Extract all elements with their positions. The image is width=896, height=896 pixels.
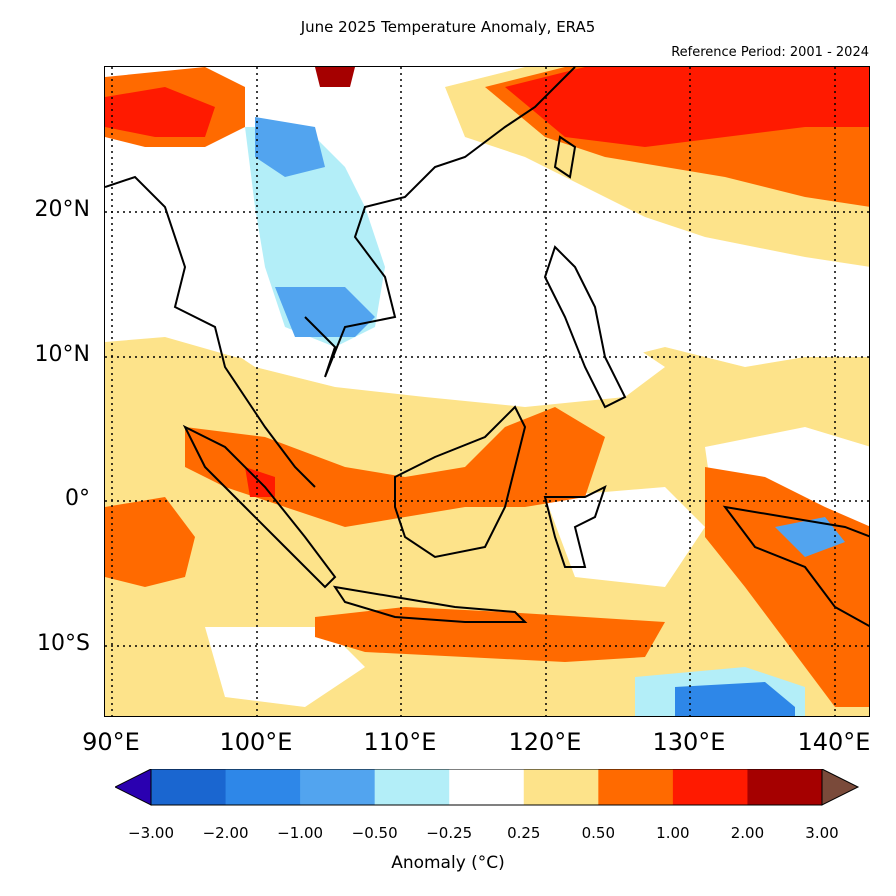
mid-blue-indochina xyxy=(275,287,375,337)
orange-indian-ocean xyxy=(105,497,195,587)
anomaly-map xyxy=(105,67,869,716)
colorbar-cell xyxy=(449,769,525,805)
lon-label-100e: 100°E xyxy=(219,728,293,756)
blue-southeast xyxy=(675,682,795,716)
colorbar-tick-label: 1.00 xyxy=(656,824,690,842)
dark-red-cell xyxy=(315,67,355,87)
orange-java-south xyxy=(315,607,665,662)
colorbar-tick-label: −3.00 xyxy=(128,824,174,842)
colorbar-tick-label: −1.00 xyxy=(277,824,324,842)
colorbar-over-arrow xyxy=(821,769,860,806)
red-north-east xyxy=(505,67,869,147)
borneo-coast xyxy=(394,405,527,559)
colorbar-tick-label: 0.50 xyxy=(581,824,616,842)
colorbar xyxy=(115,769,860,806)
colorbar-tick-label: 2.00 xyxy=(730,824,765,842)
lon-label-120e: 120°E xyxy=(508,728,582,756)
colorbar-border xyxy=(150,769,823,806)
lat-label-20n: 20°N xyxy=(34,197,90,222)
red-north-west xyxy=(105,87,215,137)
colorbar-cell xyxy=(151,769,227,805)
colorbar-tick-label: 0.25 xyxy=(507,824,541,842)
lon-label-110e: 110°E xyxy=(363,728,437,756)
anomaly-field xyxy=(105,67,869,716)
white-sulawesi-sea xyxy=(545,487,705,587)
sumatra-coast xyxy=(182,424,337,589)
philippines-coast xyxy=(543,245,627,409)
orange-sumatra-band xyxy=(185,407,605,527)
lat-label-equator: 0° xyxy=(65,486,90,511)
gridlines xyxy=(105,67,869,716)
colorbar-tick-label: −2.00 xyxy=(202,824,249,842)
lon-label-130e: 130°E xyxy=(652,728,726,756)
taiwan-coast xyxy=(553,135,577,179)
lon-label-140e: 140°E xyxy=(797,728,871,756)
colorbar-cell xyxy=(523,769,599,805)
colorbar-cell xyxy=(225,769,301,805)
colorbar-tick-label: 3.00 xyxy=(805,824,839,842)
colorbar-cell xyxy=(598,769,674,805)
lat-label-10n: 10°N xyxy=(34,342,90,367)
colorbar-tick-label: −0.50 xyxy=(351,824,398,842)
java-coast xyxy=(332,585,528,623)
new-guinea-coast xyxy=(722,505,869,628)
lat-label-10s: 10°S xyxy=(37,631,90,656)
colorbar-label: Anomaly (°C) xyxy=(391,853,505,873)
reference-period: Reference Period: 2001 - 2024 xyxy=(671,45,869,60)
colorbar-under-arrow xyxy=(115,769,152,806)
blue-east xyxy=(775,517,845,557)
coastlines xyxy=(105,67,869,628)
sulawesi-coast xyxy=(543,485,607,568)
mainland-coast xyxy=(105,67,576,488)
light-warm-region xyxy=(105,337,869,716)
colorbar-cell xyxy=(672,769,748,805)
colorbar-cell xyxy=(374,769,450,805)
colorbar-cell xyxy=(300,769,376,805)
map-title: June 2025 Temperature Anomaly, ERA5 xyxy=(300,18,596,36)
map-panel xyxy=(104,66,870,717)
lon-label-90e: 90°E xyxy=(82,728,140,756)
white-south xyxy=(205,627,365,707)
colorbar-cell xyxy=(747,769,823,805)
colorbar-tick-label: −0.25 xyxy=(426,824,473,842)
colorbar-cells xyxy=(151,769,823,805)
blue-north xyxy=(255,117,325,177)
